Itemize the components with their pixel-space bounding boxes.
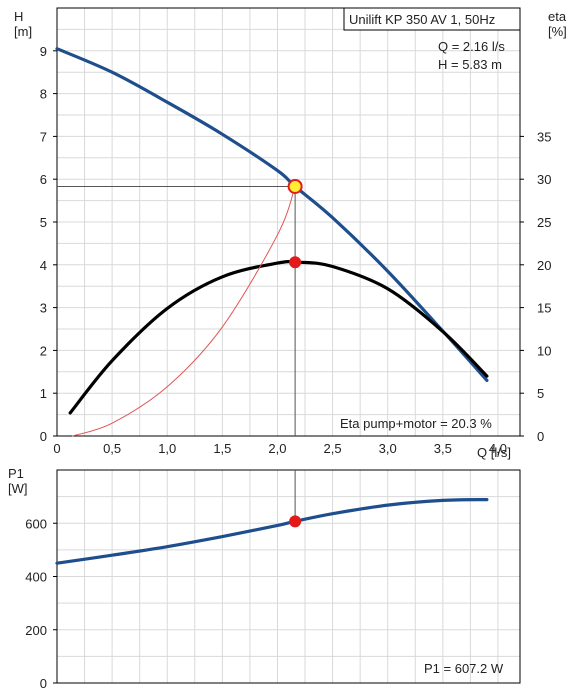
top-y-axis-unit-m: [m] — [14, 24, 32, 39]
eta-tick-label: 30 — [537, 172, 551, 187]
h-tick-label: 3 — [40, 301, 47, 316]
x-tick-label: 4,0 — [489, 441, 507, 456]
duty-point-eta-marker — [289, 256, 302, 269]
eta-tick-label: 20 — [537, 258, 551, 273]
x-tick-label: 3,5 — [434, 441, 452, 456]
x-tick-label: 3,0 — [379, 441, 397, 456]
h-tick-label: 5 — [40, 215, 47, 230]
p1-tick-label: 600 — [25, 516, 47, 531]
top-right-axis-label-eta: eta — [548, 9, 567, 24]
h-tick-label: 7 — [40, 129, 47, 144]
bottom-y-axis-unit-w: [W] — [8, 481, 28, 496]
h-tick-label: 4 — [40, 258, 47, 273]
efficiency-curve-line — [68, 259, 489, 415]
top-y-axis-label-h: H — [14, 9, 23, 24]
marker-layer — [287, 178, 303, 528]
p1-curve-line — [55, 498, 489, 565]
h-tick-label: 8 — [40, 87, 47, 102]
x-tick-label: 1,5 — [213, 441, 231, 456]
p1-tick-label: 0 — [40, 676, 47, 691]
eta-tick-label: 15 — [537, 301, 551, 316]
eta-tick-label: 0 — [537, 429, 544, 444]
series-layer — [55, 47, 489, 565]
h-tick-label: 0 — [40, 429, 47, 444]
eta-tick-label: 10 — [537, 343, 551, 358]
bottom-y-axis-label-p1: P1 — [8, 466, 24, 481]
x-tick-label: 2,5 — [324, 441, 342, 456]
p1-readout: P1 = 607.2 W — [424, 661, 504, 676]
h-tick-label: 1 — [40, 386, 47, 401]
x-tick-label: 2,0 — [268, 441, 286, 456]
chart-title: Unilift KP 350 AV 1, 50Hz — [349, 12, 495, 27]
duty-h-readout: H = 5.83 m — [438, 57, 502, 72]
x-tick-label: 1,0 — [158, 441, 176, 456]
system-curve-line — [71, 186, 296, 437]
eta-tick-label: 5 — [537, 386, 544, 401]
x-tick-label: 0 — [53, 441, 60, 456]
p1-tick-label: 200 — [25, 623, 47, 638]
bottom-gridlines — [57, 470, 520, 683]
x-axis-label: Q [l/s] — [477, 445, 511, 460]
h-tick-label: 9 — [40, 44, 47, 59]
eta-tick-label: 25 — [537, 215, 551, 230]
top-right-axis-unit-pct: [%] — [548, 24, 567, 39]
duty-q-readout: Q = 2.16 l/s — [438, 39, 505, 54]
eta-tick-label: 35 — [537, 129, 551, 144]
head-curve-line — [55, 47, 489, 382]
h-tick-label: 6 — [40, 172, 47, 187]
duty-point-head-marker — [287, 178, 303, 194]
title-box — [343, 7, 521, 31]
x-tick-label: 0,5 — [103, 441, 121, 456]
axis-ticks: 0 0,5 1,0 1,5 2,0 2,5 3,0 3,5 4,0 0 1 2 3 4 5 6 7 8 9 0 5 10 1… — [25, 44, 551, 691]
top-gridlines — [57, 8, 520, 436]
eta-readout: Eta pump+motor = 20.3 % — [340, 416, 492, 431]
h-tick-label: 2 — [40, 343, 47, 358]
duty-point-p1-marker — [289, 515, 302, 528]
p1-tick-label: 400 — [25, 570, 47, 585]
